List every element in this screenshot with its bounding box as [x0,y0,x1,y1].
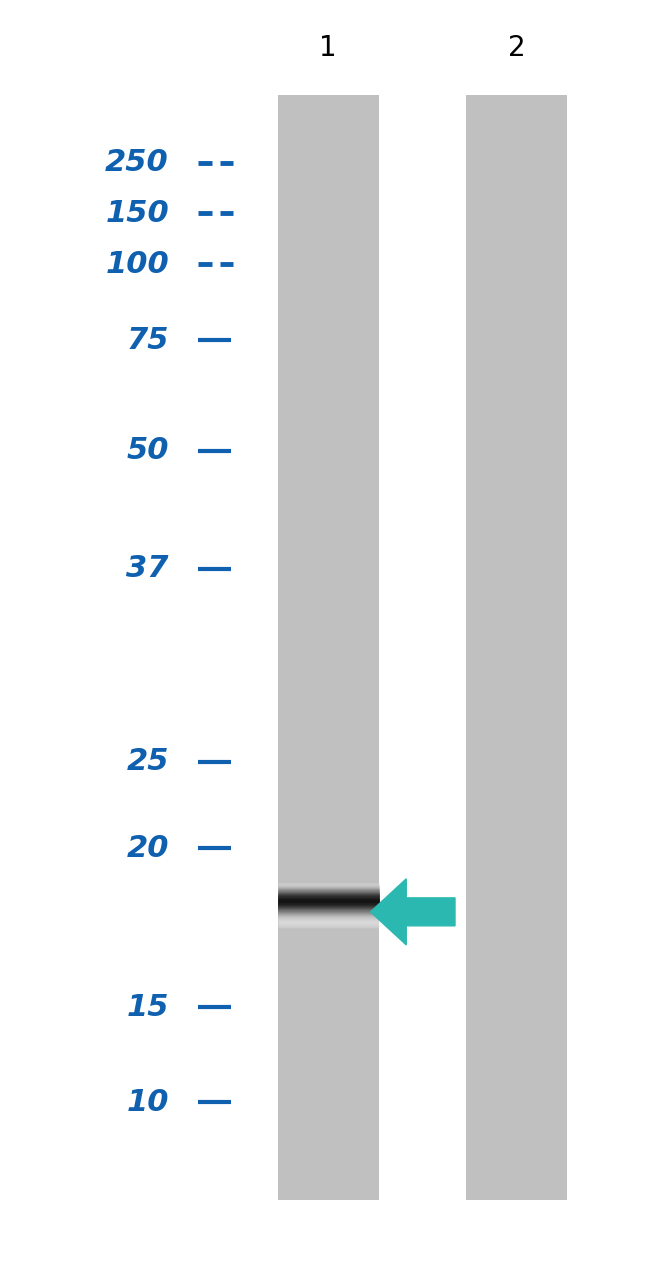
Text: 10: 10 [127,1088,169,1116]
Bar [278,95,378,1200]
Text: 1: 1 [319,34,337,62]
Text: 75: 75 [127,326,169,354]
Text: 2: 2 [508,34,526,62]
Bar [467,95,567,1200]
Text: 250: 250 [105,149,169,177]
Text: 100: 100 [105,250,169,278]
Text: 20: 20 [127,834,169,862]
Text: 50: 50 [127,437,169,465]
Text: 25: 25 [127,748,169,776]
Text: 15: 15 [127,993,169,1021]
Text: 150: 150 [105,199,169,227]
FancyArrow shape [370,879,455,945]
Text: 37: 37 [127,555,169,583]
